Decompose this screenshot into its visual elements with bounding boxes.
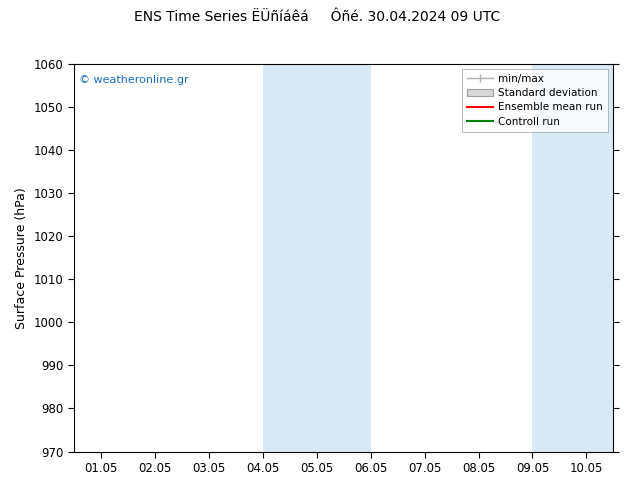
Bar (262, 64, 370, 452)
Text: ENS Time Series ËÜñíáêá     Ôñé. 30.04.2024 09 UTC: ENS Time Series ËÜñíáêá Ôñé. 30.04.2024 … (134, 10, 500, 24)
Legend: min/max, Standard deviation, Ensemble mean run, Controll run: min/max, Standard deviation, Ensemble me… (462, 69, 608, 132)
Text: © weatheronline.gr: © weatheronline.gr (79, 75, 189, 85)
Bar (533, 64, 614, 452)
Y-axis label: Surface Pressure (hPa): Surface Pressure (hPa) (15, 187, 28, 328)
